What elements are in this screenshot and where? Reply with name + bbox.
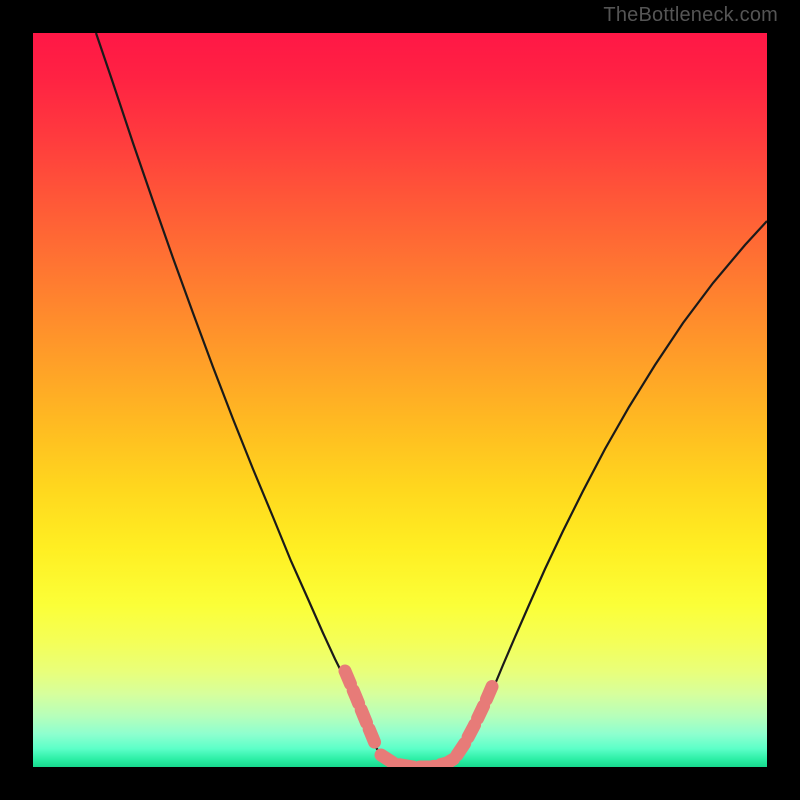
plot-area bbox=[33, 33, 767, 767]
gradient-background bbox=[33, 33, 767, 767]
stage: TheBottleneck.com bbox=[0, 0, 800, 800]
watermark-text: TheBottleneck.com bbox=[603, 4, 778, 27]
